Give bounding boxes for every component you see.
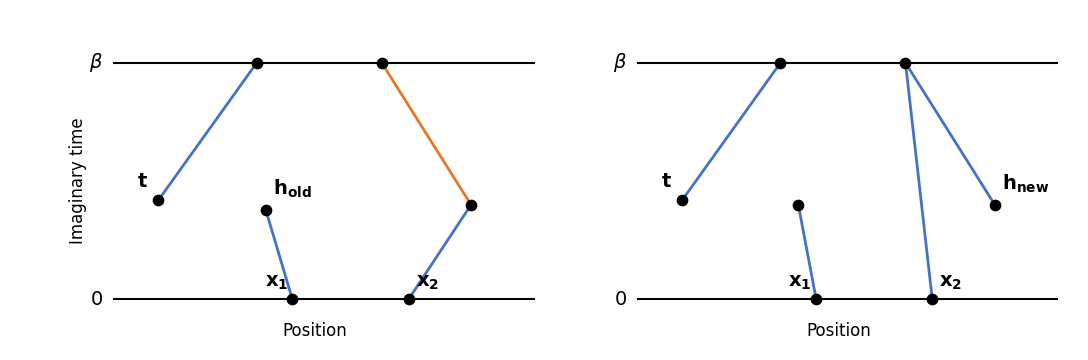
Point	[462, 202, 480, 208]
Point	[248, 60, 265, 66]
Text: $\mathbf{x}_\mathbf{2}$: $\mathbf{x}_\mathbf{2}$	[939, 273, 963, 292]
Text: $\mathbf{h}_\mathbf{old}$: $\mathbf{h}_\mathbf{old}$	[273, 178, 311, 200]
Point	[373, 60, 391, 66]
Text: $\beta$: $\beta$	[89, 51, 103, 75]
Point	[807, 297, 825, 302]
Text: $\mathbf{x}_\mathbf{2}$: $\mathbf{x}_\mathbf{2}$	[416, 273, 438, 292]
Point	[257, 207, 274, 212]
Text: $\beta$: $\beta$	[613, 51, 627, 75]
Point	[399, 297, 417, 302]
Point	[986, 202, 1003, 208]
Point	[924, 297, 941, 302]
Point	[790, 202, 807, 208]
Text: $0$: $0$	[90, 290, 103, 309]
Text: Position: Position	[806, 321, 870, 339]
Text: $\mathbf{x}_\mathbf{1}$: $\mathbf{x}_\mathbf{1}$	[789, 273, 812, 292]
Point	[771, 60, 789, 66]
Point	[897, 60, 914, 66]
Text: $\mathbf{t}$: $\mathbf{t}$	[137, 172, 148, 190]
Text: Imaginary time: Imaginary time	[70, 118, 87, 244]
Text: $0$: $0$	[614, 290, 627, 309]
Point	[284, 297, 301, 302]
Text: $\mathbf{h}_\mathbf{new}$: $\mathbf{h}_\mathbf{new}$	[1002, 173, 1049, 195]
Text: Position: Position	[283, 321, 347, 339]
Point	[673, 197, 691, 203]
Text: $\mathbf{t}$: $\mathbf{t}$	[660, 172, 671, 190]
Text: $\mathbf{x}_\mathbf{1}$: $\mathbf{x}_\mathbf{1}$	[264, 273, 288, 292]
Point	[150, 197, 168, 203]
